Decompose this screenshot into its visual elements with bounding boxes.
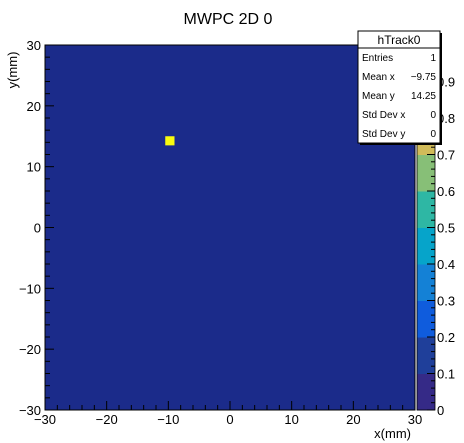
z-tick-label: 0.5 [437, 221, 455, 236]
stats-value: 1 [430, 53, 436, 64]
plot-background [45, 45, 415, 410]
y-tick-label: −10 [19, 281, 41, 296]
z-tick-label: 0.7 [437, 148, 455, 163]
stats-value: −9.75 [411, 72, 437, 83]
palette-swatch [417, 264, 435, 301]
palette-swatch [417, 154, 435, 192]
z-tick-label: 0.3 [437, 294, 455, 309]
x-tick-label: −20 [96, 412, 118, 427]
palette-swatch [417, 227, 435, 265]
palette-swatch [417, 373, 435, 411]
z-tick-label: 0.1 [437, 367, 455, 382]
x-tick-label: 10 [284, 412, 298, 427]
stats-box: hTrack0 Entries 1 Mean x −9.75 Mean y 14.25 Std… [357, 30, 442, 145]
z-tick-label: 0.6 [437, 184, 455, 199]
y-tick-label: 0 [34, 221, 41, 236]
stats-value: 0 [430, 110, 436, 121]
y-tick-label: 10 [27, 160, 41, 175]
y-axis-label: y(mm) [5, 52, 20, 89]
stats-label: Mean y [362, 91, 395, 102]
palette-swatch [417, 191, 435, 228]
y-tick-label: 30 [27, 38, 41, 53]
chart-title: MWPC 2D 0 [184, 11, 273, 28]
stats-label: Std Dev x [362, 110, 405, 121]
heatmap-cell [165, 136, 175, 146]
stats-title: hTrack0 [378, 33, 421, 47]
stats-panel [357, 30, 441, 144]
z-tick-label: 0 [437, 403, 444, 418]
y-tick-label: −30 [19, 403, 41, 418]
palette-swatch [417, 337, 435, 374]
x-axis-label: x(mm) [374, 426, 411, 441]
y-tick-label: 20 [27, 99, 41, 114]
z-tick-label: 0.4 [437, 257, 455, 272]
stats-label: Std Dev y [362, 129, 405, 140]
palette-swatch [417, 300, 435, 338]
x-tick-label: 0 [226, 412, 233, 427]
stats-value: 14.25 [411, 91, 436, 102]
stats-value: 0 [430, 129, 436, 140]
stats-label: Entries [362, 53, 393, 64]
z-tick-label: 0.2 [437, 330, 455, 345]
stats-label: Mean x [362, 72, 395, 83]
x-tick-label: −10 [157, 412, 179, 427]
x-tick-label: 20 [346, 412, 360, 427]
y-tick-label: −20 [19, 342, 41, 357]
x-tick-label: −30 [34, 412, 56, 427]
x-tick-label: 30 [408, 412, 422, 427]
